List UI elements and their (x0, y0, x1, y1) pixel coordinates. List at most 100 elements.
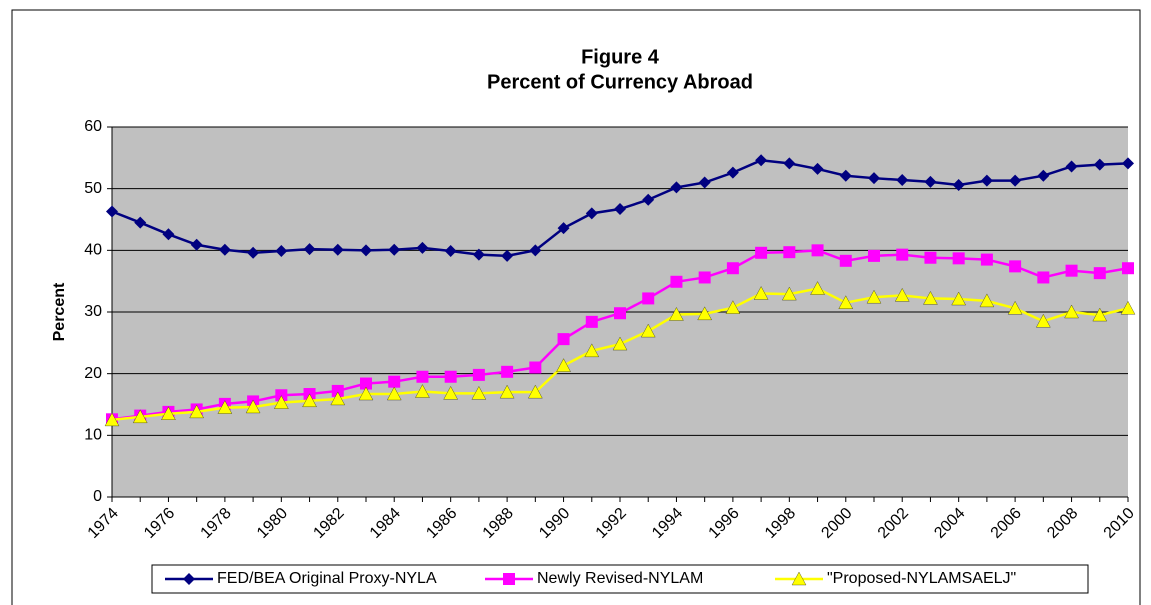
marker (501, 365, 514, 378)
y-tick-label: 20 (84, 365, 102, 382)
marker (1093, 267, 1106, 280)
marker (388, 375, 401, 388)
marker (557, 333, 570, 346)
marker (501, 249, 514, 262)
marker (896, 248, 909, 261)
marker (106, 205, 118, 218)
marker (472, 368, 485, 381)
legend (151, 564, 1089, 594)
marker (217, 400, 233, 414)
marker (924, 251, 937, 264)
marker (698, 271, 711, 284)
marker (161, 406, 176, 420)
legend-label: "Proposed-NYLAMSAELJ" (827, 570, 1016, 587)
marker (529, 361, 542, 374)
marker (642, 193, 655, 206)
marker (640, 323, 656, 338)
marker (358, 386, 374, 401)
marker (189, 404, 204, 419)
marker (980, 253, 993, 266)
marker (585, 315, 598, 328)
marker (528, 384, 543, 399)
marker (1009, 260, 1022, 273)
marker (1009, 174, 1022, 187)
marker (726, 262, 739, 275)
marker (951, 291, 966, 306)
marker (416, 241, 429, 254)
y-tick-label: 30 (84, 303, 102, 320)
legend-label: Newly Revised-NYLAM (537, 570, 703, 587)
marker (360, 377, 372, 390)
marker (811, 162, 824, 175)
y-axis-label: Percent (51, 282, 68, 341)
y-tick-label: 0 (93, 488, 102, 505)
marker (1065, 264, 1078, 277)
marker (755, 246, 768, 259)
marker (275, 244, 288, 257)
y-tick-label: 60 (84, 118, 102, 135)
marker (642, 292, 655, 305)
marker (670, 275, 683, 288)
marker (1092, 307, 1108, 322)
marker (1064, 304, 1079, 319)
marker (866, 289, 882, 304)
y-tick-label: 50 (84, 180, 102, 197)
marker (894, 288, 910, 302)
chart-title: Figure 4 (581, 46, 660, 68)
marker (614, 203, 626, 216)
marker (698, 176, 711, 189)
marker (952, 178, 965, 191)
marker (1122, 157, 1134, 170)
marker (782, 286, 797, 301)
marker (499, 384, 515, 399)
marker (924, 175, 937, 188)
marker (1037, 169, 1050, 182)
marker (614, 307, 626, 320)
marker (1007, 300, 1023, 315)
marker (1122, 262, 1134, 275)
marker (388, 243, 401, 256)
marker (218, 243, 231, 256)
marker (247, 246, 260, 259)
marker (923, 291, 938, 305)
marker (1093, 158, 1106, 171)
marker (331, 384, 344, 397)
marker (725, 300, 741, 314)
marker (838, 295, 854, 309)
marker (839, 254, 852, 267)
marker (132, 409, 148, 423)
marker (302, 393, 317, 407)
marker (134, 216, 147, 229)
marker (245, 399, 261, 414)
marker (868, 172, 880, 185)
marker (979, 293, 995, 308)
marker (472, 248, 485, 261)
marker (274, 395, 289, 409)
marker (360, 244, 372, 257)
marker (753, 286, 769, 300)
marker (416, 370, 429, 383)
y-tick-label: 10 (84, 427, 102, 444)
marker (162, 228, 175, 241)
marker (331, 243, 344, 256)
marker (584, 343, 600, 358)
marker (670, 181, 683, 194)
marker (415, 384, 430, 398)
marker (585, 207, 598, 220)
marker (783, 157, 796, 170)
marker (1036, 313, 1051, 328)
marker (669, 307, 684, 321)
marker (471, 386, 487, 400)
marker (104, 412, 120, 427)
legend-marker (183, 573, 195, 585)
marker (556, 358, 571, 372)
marker (726, 166, 739, 179)
marker (839, 169, 852, 182)
marker (557, 222, 570, 235)
marker (444, 244, 457, 257)
marker (811, 244, 824, 257)
marker (1037, 271, 1050, 284)
marker (529, 244, 542, 257)
marker (868, 249, 880, 262)
